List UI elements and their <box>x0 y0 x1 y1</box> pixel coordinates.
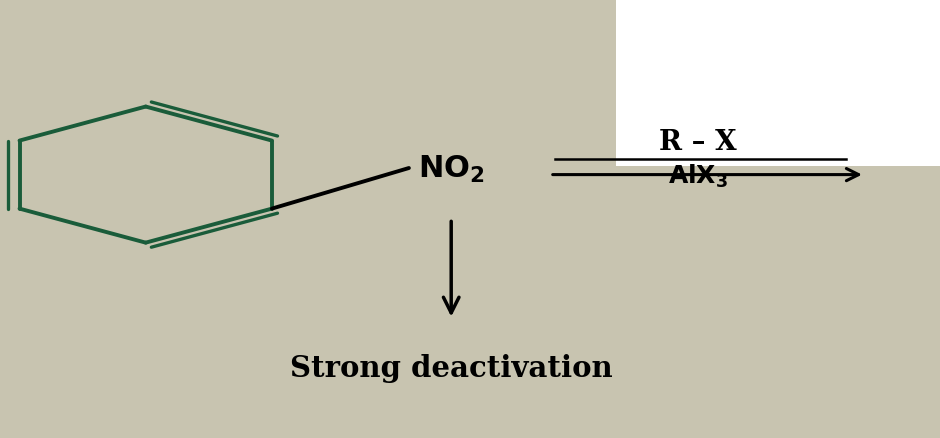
Text: $\mathbf{AlX_3}$: $\mathbf{AlX_3}$ <box>667 162 728 189</box>
Text: Strong deactivation: Strong deactivation <box>290 353 613 382</box>
Text: R – X: R – X <box>659 128 737 155</box>
Text: $\mathbf{NO_2}$: $\mathbf{NO_2}$ <box>418 153 485 184</box>
Bar <box>616 0 940 166</box>
